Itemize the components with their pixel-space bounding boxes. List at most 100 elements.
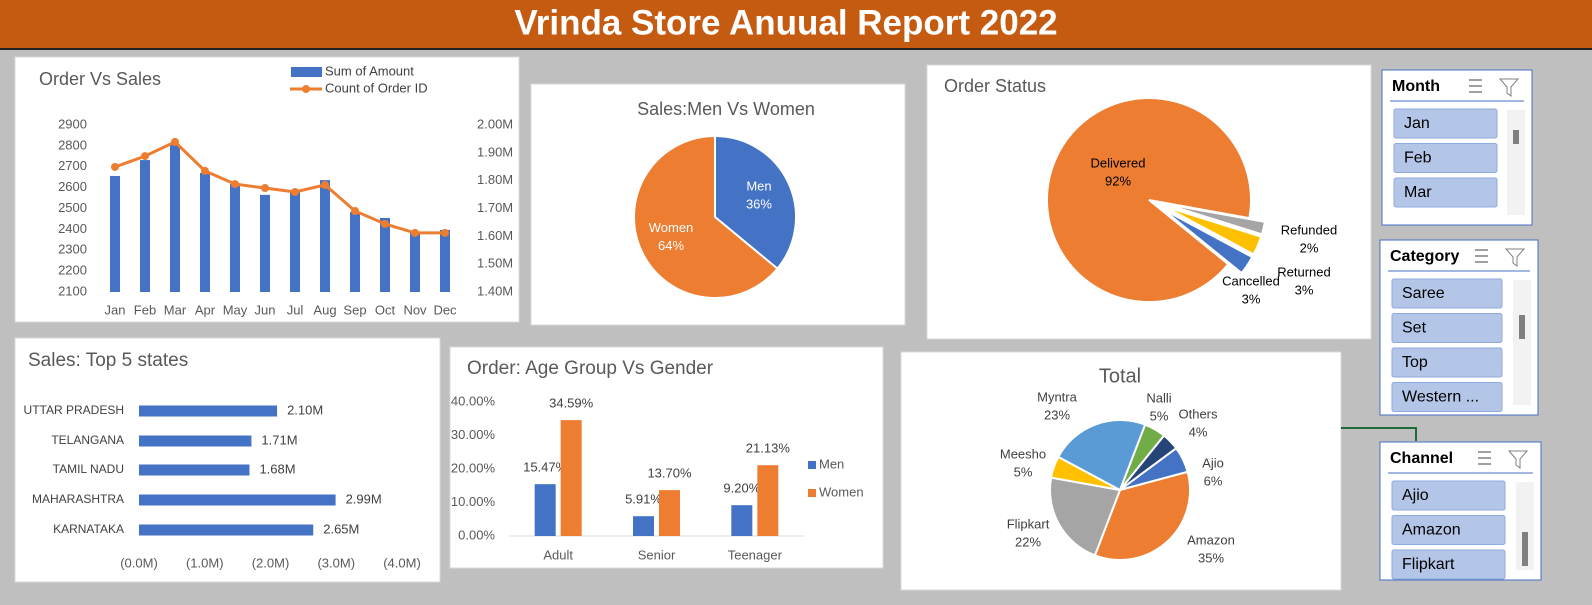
marker [231, 180, 239, 189]
bar [200, 172, 210, 292]
slice-label: Cancelled [1222, 273, 1280, 288]
slicer-item[interactable] [1391, 480, 1506, 511]
y-tick-label: 2700 [58, 158, 87, 173]
value-label: 5.91% [625, 492, 662, 507]
slicer-item-label[interactable]: Top [1402, 354, 1428, 371]
chart-title: Sales: Top 5 states [28, 350, 188, 371]
slice-label: Nalli [1146, 390, 1171, 405]
slice-label: Returned [1277, 264, 1330, 279]
slicer-item-label[interactable]: Amazon [1402, 522, 1461, 539]
slicer-item[interactable] [1391, 549, 1506, 580]
x-tick-label: Jul [287, 302, 304, 317]
slicer-item[interactable] [1393, 108, 1498, 139]
slice-label: Women [649, 220, 694, 235]
bar [139, 494, 336, 506]
slicer-item-label[interactable]: Ajio [1402, 487, 1429, 504]
slice-label: Meesho [1000, 446, 1046, 461]
y-tick-label: 0.00% [458, 527, 495, 542]
connector [1341, 427, 1417, 441]
slice-label: Delivered [1091, 155, 1146, 170]
bar [560, 420, 582, 536]
slicer-item[interactable] [1391, 278, 1503, 309]
value-label: 1.68M [259, 461, 295, 476]
x-tick-label: Feb [134, 302, 156, 317]
x-tick-label: Nov [403, 302, 427, 317]
slicer-item[interactable] [1391, 382, 1503, 412]
chart-title: Order: Age Group Vs Gender [467, 358, 714, 379]
x-tick-label: Jun [255, 302, 276, 317]
clear-filter-icon[interactable] [1504, 248, 1526, 267]
scroll-thumb[interactable] [1519, 315, 1525, 339]
marker [261, 184, 269, 193]
marker [381, 219, 389, 228]
slicer-item-label[interactable]: Flipkart [1402, 556, 1455, 573]
slice-label: Flipkart [1007, 516, 1050, 531]
slicer-item[interactable] [1391, 313, 1503, 343]
slicer-item-label[interactable]: Jan [1404, 115, 1430, 132]
value-label: 1.71M [261, 432, 297, 447]
x-tick-label: Apr [195, 302, 216, 317]
y-tick-label: 2100 [58, 283, 87, 298]
value-label: 34.59% [549, 396, 594, 411]
x-tick-label: Mar [164, 302, 187, 317]
value-label: 15.47% [523, 460, 568, 475]
y-tick-label: TELANGANA [51, 433, 124, 447]
clear-filter-icon[interactable] [1507, 450, 1529, 469]
y-tick-label: KARNATAKA [53, 522, 124, 536]
x-tick-label: (4.0M) [383, 555, 421, 570]
value-label: 21.13% [746, 441, 791, 456]
x-tick-label: Teenager [728, 547, 783, 562]
pie-slice [1049, 476, 1122, 557]
slicer-item-label[interactable]: Western ... [1402, 389, 1479, 406]
legend-swatch [808, 489, 816, 497]
slice-value-label: 6% [1204, 473, 1223, 488]
slice-value-label: 64% [658, 238, 684, 253]
slicer-item[interactable] [1391, 515, 1506, 545]
x-tick-label: Dec [433, 302, 457, 317]
x-tick-label: (2.0M) [252, 555, 290, 570]
slicer-item-label[interactable]: Set [1402, 320, 1427, 337]
y-tick-label: 2200 [58, 263, 87, 278]
pie-slice [1161, 207, 1254, 275]
y-tick-label: 30.00% [451, 427, 496, 442]
slicer-title: Month [1392, 78, 1440, 95]
clear-filter-icon[interactable] [1498, 78, 1520, 97]
legend-label: Sum of Amount [325, 63, 414, 78]
slice-label: Myntra [1037, 389, 1078, 404]
y-tick-label: 2800 [58, 137, 87, 152]
x-tick-label: May [223, 302, 248, 317]
y2-tick-label: 1.90M [477, 144, 513, 159]
y2-tick-label: 1.50M [477, 256, 513, 271]
y2-tick-label: 1.60M [477, 228, 513, 243]
scrollbar [1507, 110, 1525, 215]
slicer-item[interactable] [1391, 347, 1503, 378]
slice-value-label: 2% [1300, 240, 1319, 255]
marker [351, 207, 359, 216]
slice-label: Others [1178, 406, 1218, 421]
marker [201, 166, 209, 175]
y-tick-label: 2300 [58, 242, 87, 257]
bar [731, 505, 753, 536]
value-label: 13.70% [647, 466, 692, 481]
bar [230, 184, 240, 292]
scroll-thumb[interactable] [1513, 130, 1519, 144]
legend-label: Women [819, 484, 864, 499]
value-label: 9.20% [723, 481, 760, 496]
pie-slice [1046, 97, 1252, 303]
slicer-item[interactable] [1393, 177, 1498, 208]
y2-tick-label: 1.80M [477, 172, 513, 187]
y-tick-label: 2600 [58, 179, 87, 194]
slice-value-label: 3% [1295, 282, 1314, 297]
slicer-title: Category [1390, 248, 1459, 265]
bar [380, 217, 390, 292]
slice-value-label: 3% [1242, 291, 1261, 306]
slicer-item-label[interactable]: Feb [1404, 150, 1432, 167]
slicer-item[interactable] [1393, 143, 1498, 173]
scroll-thumb[interactable] [1522, 532, 1528, 566]
x-tick-label: Sep [343, 302, 366, 317]
slicer-item-label[interactable]: Saree [1402, 285, 1445, 302]
legend-swatch [291, 67, 322, 77]
y-tick-label: 20.00% [451, 460, 496, 475]
slicer-item-label[interactable]: Mar [1404, 184, 1432, 201]
